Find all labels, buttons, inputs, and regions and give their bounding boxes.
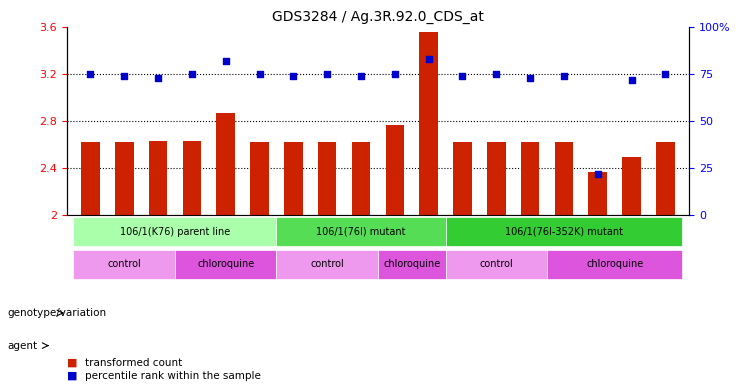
Bar bbox=[453, 142, 472, 215]
Bar bbox=[487, 142, 505, 215]
Text: transformed count: transformed count bbox=[85, 358, 182, 368]
Title: GDS3284 / Ag.3R.92.0_CDS_at: GDS3284 / Ag.3R.92.0_CDS_at bbox=[272, 10, 484, 25]
Bar bbox=[115, 142, 133, 215]
Point bbox=[322, 71, 333, 77]
Bar bbox=[419, 31, 438, 215]
Point bbox=[659, 71, 671, 77]
Text: ■: ■ bbox=[67, 371, 77, 381]
FancyBboxPatch shape bbox=[547, 250, 682, 279]
Bar bbox=[149, 141, 167, 215]
Text: 106/1(K76) parent line: 106/1(K76) parent line bbox=[120, 227, 230, 237]
Text: control: control bbox=[479, 259, 514, 269]
FancyBboxPatch shape bbox=[175, 250, 276, 279]
FancyBboxPatch shape bbox=[73, 217, 276, 246]
Point bbox=[152, 75, 164, 81]
Point bbox=[491, 71, 502, 77]
FancyBboxPatch shape bbox=[276, 217, 445, 246]
Point bbox=[119, 73, 130, 79]
Point bbox=[456, 73, 468, 79]
Bar bbox=[182, 141, 201, 215]
Point bbox=[84, 71, 96, 77]
Bar bbox=[352, 142, 370, 215]
Bar bbox=[588, 172, 607, 215]
Bar bbox=[385, 125, 404, 215]
Bar bbox=[216, 113, 235, 215]
Text: control: control bbox=[107, 259, 141, 269]
FancyBboxPatch shape bbox=[276, 250, 378, 279]
Bar bbox=[656, 142, 675, 215]
Point bbox=[288, 73, 299, 79]
Text: ■: ■ bbox=[67, 358, 77, 368]
Point bbox=[524, 75, 536, 81]
Point bbox=[355, 73, 367, 79]
Point bbox=[625, 77, 637, 83]
Point bbox=[422, 56, 434, 62]
Point bbox=[389, 71, 401, 77]
Point bbox=[558, 73, 570, 79]
Text: genotype/variation: genotype/variation bbox=[7, 308, 107, 318]
FancyBboxPatch shape bbox=[445, 217, 682, 246]
Text: percentile rank within the sample: percentile rank within the sample bbox=[85, 371, 261, 381]
Bar bbox=[521, 142, 539, 215]
Bar bbox=[318, 142, 336, 215]
FancyBboxPatch shape bbox=[378, 250, 445, 279]
Text: chloroquine: chloroquine bbox=[383, 259, 440, 269]
Text: control: control bbox=[310, 259, 344, 269]
Bar bbox=[81, 142, 100, 215]
Text: chloroquine: chloroquine bbox=[197, 259, 254, 269]
Point bbox=[220, 58, 232, 64]
Point bbox=[253, 71, 265, 77]
Bar bbox=[555, 142, 574, 215]
Text: agent: agent bbox=[7, 341, 38, 351]
Point bbox=[592, 171, 604, 177]
FancyBboxPatch shape bbox=[445, 250, 547, 279]
Bar bbox=[284, 142, 302, 215]
FancyBboxPatch shape bbox=[73, 250, 175, 279]
Text: 106/1(76I-352K) mutant: 106/1(76I-352K) mutant bbox=[505, 227, 623, 237]
Text: chloroquine: chloroquine bbox=[586, 259, 643, 269]
Point bbox=[186, 71, 198, 77]
Text: 106/1(76I) mutant: 106/1(76I) mutant bbox=[316, 227, 406, 237]
Bar bbox=[250, 142, 269, 215]
Bar bbox=[622, 157, 641, 215]
